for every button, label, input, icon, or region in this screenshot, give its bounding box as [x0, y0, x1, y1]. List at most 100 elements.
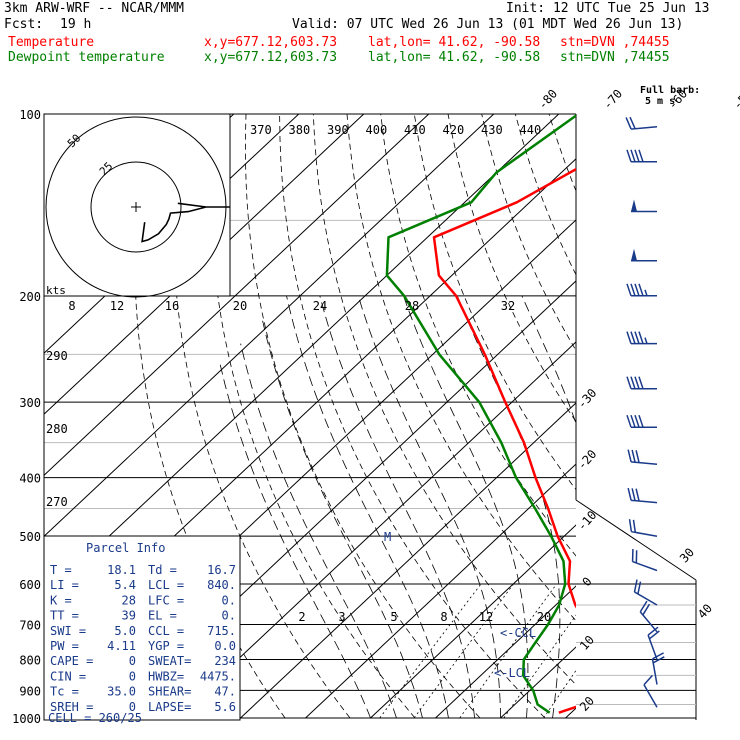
pressure-tick-label: 600 [19, 578, 41, 592]
isotherm-line [44, 114, 560, 599]
wind-barb [651, 652, 665, 685]
barb-full [634, 331, 640, 344]
parcel-value: 28 [122, 593, 136, 607]
isotherm-tick-label: -80 [535, 87, 560, 112]
barb-full [630, 283, 636, 297]
wind-barb [631, 199, 657, 213]
moist-adiabat-line [240, 343, 397, 719]
barb-full [629, 116, 636, 130]
barb-full [642, 603, 651, 616]
parcel-label: LI = [50, 578, 79, 592]
barb-full [625, 117, 632, 130]
theta-tick-label: 420 [443, 123, 465, 137]
barb-staff [634, 591, 658, 606]
barb-staff [631, 126, 658, 130]
parcel-label: YGP = [148, 639, 184, 653]
barb-full [637, 581, 642, 595]
barb-staff [651, 658, 658, 685]
parcel-label: LCL = [148, 578, 184, 592]
barb-full [634, 376, 640, 389]
parcel-value: 840. [207, 578, 236, 592]
parcel-label: LAPSE= [148, 700, 191, 714]
hodograph-frame [43, 113, 231, 297]
mixing-ratio-tick-label: 2 [298, 610, 305, 624]
barb-full [639, 600, 648, 613]
theta-tick-label: 430 [481, 123, 503, 137]
barb-full [626, 283, 632, 297]
isotherm-tick-label: -10 [575, 508, 600, 533]
barb-staff [631, 499, 658, 504]
isotherm-tick-label: 30 [677, 545, 697, 565]
barb-full [626, 149, 632, 163]
isotherm-tick-label: -20 [575, 447, 600, 472]
parcel-value: 4.11 [107, 639, 136, 653]
mixing-ratio-tick-label: 3 [338, 610, 345, 624]
isotherm-tick-label: -70 [600, 87, 625, 112]
wind-barbs [625, 116, 665, 708]
mixing-ratio-line [596, 584, 685, 718]
parcel-info-box: T = 18.1 Td = 16.7 LI = 5.4 LCL = 840. K = 28 LFC … [43, 535, 241, 721]
sounding-profiles [385, 114, 576, 714]
theta-tick-label: 380 [289, 123, 311, 137]
pressure-tick-label: 300 [19, 396, 41, 410]
barb-full [634, 414, 640, 428]
parcel-cell: CELL = 260/25 [48, 711, 142, 725]
parcel-value: 0. [222, 609, 236, 623]
barb-staff [631, 530, 658, 537]
moist-adiabat-line [631, 296, 696, 718]
barb-staff [639, 611, 658, 633]
wind-barb [626, 149, 657, 163]
barb-full [633, 579, 638, 593]
theta-tick-label: 390 [327, 123, 349, 137]
pressure-tick-label: 100 [19, 108, 41, 122]
barb-full [638, 376, 644, 389]
speed-tick-label: 16 [165, 299, 179, 313]
valid-time: Valid: 07 UTC Wed 26 Jun 13 (01 MDT Wed … [292, 17, 684, 32]
pressure-tick-label: 200 [19, 290, 41, 304]
wind-barb [628, 519, 658, 537]
barb-full [647, 626, 659, 636]
speed-tick-label: 12 [110, 299, 124, 313]
wind-barb [627, 449, 658, 465]
dry-adiabat-line [244, 114, 481, 719]
mixing-ratio-line [379, 583, 482, 719]
barb-full [627, 487, 632, 501]
barb-full [628, 519, 633, 532]
parcel-label: LFC = [148, 593, 184, 607]
legend-temperature-xy: x,y=677.12,603.73 [204, 35, 338, 50]
speed-tick-label: 28 [405, 299, 419, 313]
dry-adiabat-line [717, 114, 740, 718]
pressure-tick-label: 500 [19, 530, 41, 544]
mixing-ratio-tick-label: 12 [479, 610, 493, 624]
legend-temperature-stn: stn=DVN ,74455 [560, 35, 670, 50]
barb-full [630, 331, 636, 344]
ccl-marker: <-CCL [500, 626, 536, 640]
dry-adiabat-line [413, 114, 576, 491]
barb-staff [631, 461, 658, 465]
dry-adiabat-line [583, 114, 740, 718]
isotherm-tick-label: 0 [579, 574, 594, 589]
parcel-value: 5.6 [214, 700, 236, 714]
barb-flag [631, 248, 637, 261]
dry-adiabat-line [548, 114, 576, 192]
isotherm-tick-label: 10 [577, 633, 597, 653]
isotherm-tick-label: -30 [575, 386, 600, 411]
parcel-value: 0 [129, 700, 136, 714]
barb-full [634, 149, 640, 163]
hodograph-ring-25 [90, 161, 182, 253]
barb-full [638, 414, 644, 428]
barb-full [652, 652, 664, 660]
legend-dewpoint-stn: stn=DVN ,74455 [560, 50, 670, 65]
parcel-label: PW = [50, 639, 79, 653]
mixing-ratio-line [543, 669, 576, 719]
parcel-label: HWBZ= [148, 669, 184, 683]
parcel-label: SWEAT= [148, 654, 191, 668]
pressure-tick-label: 800 [19, 653, 41, 667]
theta-tick-label: 370 [250, 123, 272, 137]
theta-left-tick-label: 280 [46, 422, 68, 436]
barb-full [635, 488, 640, 502]
barb-full [631, 488, 636, 501]
barb-full [638, 283, 644, 297]
speed-tick-label: 8 [68, 299, 75, 313]
isotherm-line [631, 114, 740, 718]
